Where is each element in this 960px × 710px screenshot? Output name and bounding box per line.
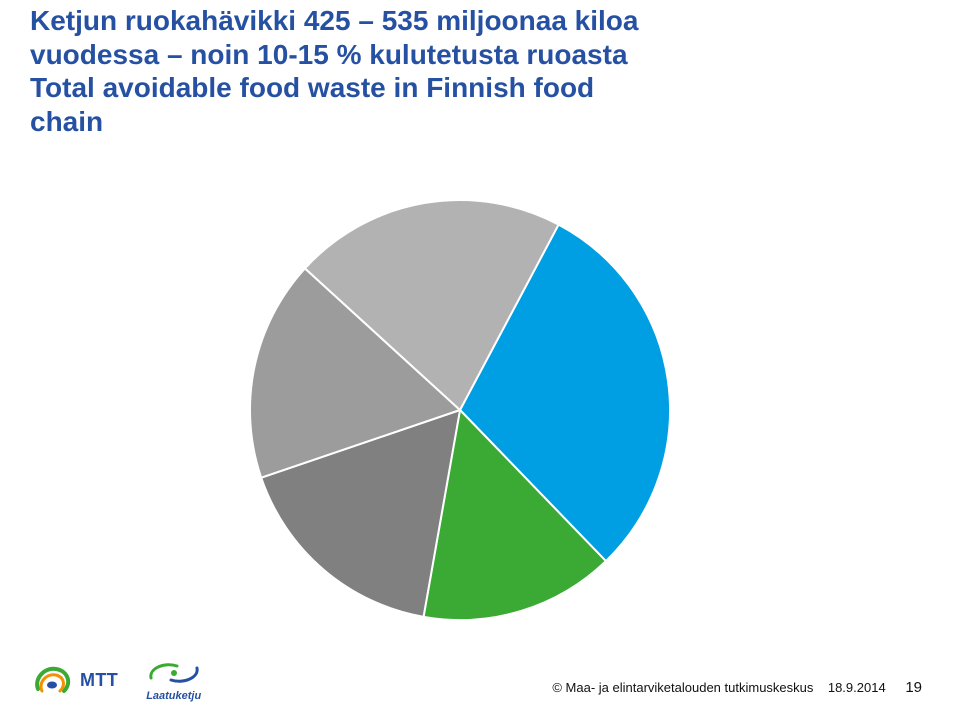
title-line1: Ketjun ruokahävikki 425 – 535 miljoonaa … — [30, 5, 638, 36]
laatuketju-text: Laatuketju — [146, 690, 201, 702]
copyright-text: © Maa- ja elintarviketalouden tutkimuske… — [552, 680, 813, 695]
laatuketju-swirl-icon — [147, 658, 201, 688]
footer-logos: MTT Laatuketju — [30, 658, 201, 702]
page-title: Ketjun ruokahävikki 425 – 535 miljoonaa … — [30, 4, 930, 138]
mtt-text: MTT — [80, 670, 118, 691]
title-line4: chain — [30, 106, 103, 137]
mtt-logo: MTT — [30, 661, 118, 699]
title-line2: vuodessa – noin 10-15 % kulutetusta ruoa… — [30, 39, 628, 70]
footer-text: © Maa- ja elintarviketalouden tutkimuske… — [552, 679, 922, 696]
pie-chart — [240, 190, 680, 630]
page-number: 19 — [905, 679, 922, 696]
footer: MTT Laatuketju © Maa- ja elintarviketalo… — [30, 652, 930, 702]
title-line3: Total avoidable food waste in Finnish fo… — [30, 72, 594, 103]
mtt-swirl-icon — [30, 661, 74, 699]
laatuketju-logo: Laatuketju — [146, 658, 201, 702]
footer-date: 18.9.2014 — [828, 680, 886, 695]
